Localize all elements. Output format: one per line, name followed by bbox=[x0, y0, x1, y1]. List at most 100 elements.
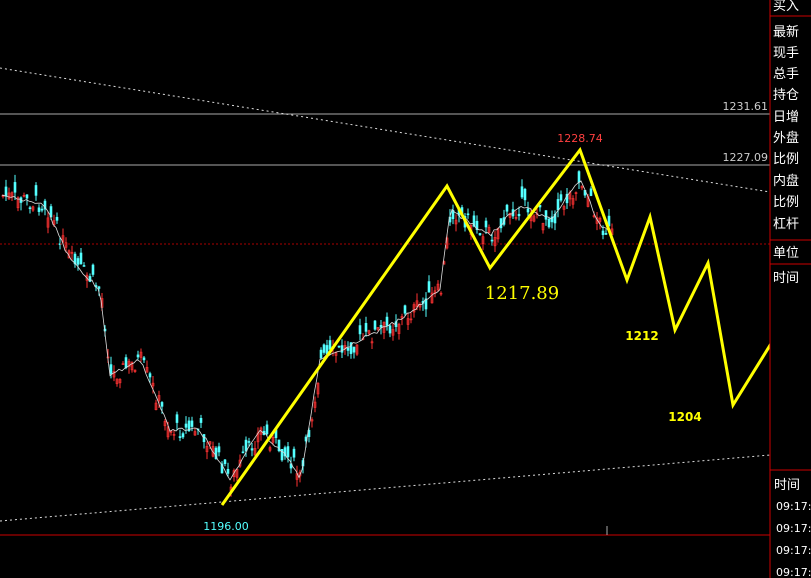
candle-body bbox=[484, 220, 488, 228]
candle-body bbox=[232, 470, 236, 478]
candle-body bbox=[88, 276, 92, 282]
candle-body bbox=[238, 459, 242, 467]
candle-body bbox=[187, 420, 191, 432]
side-label: 时间 bbox=[773, 271, 799, 286]
side-label: 比例 bbox=[773, 152, 799, 167]
candle-body bbox=[319, 349, 323, 359]
candle-body bbox=[352, 346, 356, 353]
candle-body bbox=[43, 200, 47, 210]
candle-body bbox=[286, 446, 290, 458]
candle-body bbox=[82, 265, 86, 267]
candle-body bbox=[355, 344, 359, 355]
candle-body bbox=[259, 427, 263, 435]
side-label: 现手 bbox=[773, 46, 799, 61]
candle-body bbox=[34, 185, 38, 196]
candle-body bbox=[571, 198, 575, 205]
time-label: 09:17: bbox=[776, 522, 811, 535]
candle-body bbox=[157, 395, 161, 401]
high-label: 1228.74 bbox=[557, 132, 603, 145]
candle-body bbox=[589, 188, 593, 196]
candle-body bbox=[547, 218, 551, 228]
candle-body bbox=[133, 369, 137, 372]
time-label: 09:17: bbox=[776, 500, 811, 513]
candle-body bbox=[508, 212, 512, 218]
candle-body bbox=[139, 351, 143, 358]
candle-body bbox=[247, 441, 251, 443]
candle-body bbox=[61, 235, 65, 243]
candle-body bbox=[367, 330, 371, 334]
candle-body bbox=[517, 213, 521, 217]
candle-body bbox=[142, 357, 146, 361]
candle-body bbox=[424, 298, 428, 310]
candle-body bbox=[10, 192, 14, 197]
candle-body bbox=[292, 448, 296, 458]
side-label: 内盘 bbox=[773, 173, 799, 189]
candle-body bbox=[52, 220, 56, 226]
side-label: 持仓 bbox=[773, 88, 799, 103]
candle-body bbox=[79, 252, 83, 265]
side-label: 比例 bbox=[773, 195, 799, 210]
candle-body bbox=[181, 433, 185, 438]
candle-body bbox=[223, 459, 227, 464]
candle-body bbox=[436, 283, 440, 291]
candle-body bbox=[112, 371, 116, 378]
candle-body bbox=[490, 239, 494, 242]
candle-body bbox=[505, 204, 509, 212]
candle-body bbox=[520, 186, 524, 198]
candle-body bbox=[22, 194, 26, 197]
side-label: 单位 bbox=[773, 246, 799, 261]
candle-body bbox=[373, 320, 377, 330]
candle-body bbox=[379, 325, 383, 328]
candle-body bbox=[118, 379, 122, 384]
candle-body bbox=[28, 207, 32, 210]
candle-body bbox=[148, 373, 152, 378]
candle-body bbox=[190, 420, 194, 427]
candle-body bbox=[25, 194, 29, 199]
candle-body bbox=[397, 323, 401, 334]
candle-body bbox=[544, 210, 548, 220]
candle-body bbox=[109, 364, 113, 375]
time-header: 时间 bbox=[774, 478, 800, 493]
time-label: 09:17: bbox=[776, 544, 811, 557]
candle-body bbox=[340, 345, 344, 353]
candle-body bbox=[430, 292, 434, 304]
candle-body bbox=[124, 357, 128, 369]
projection-zigzag bbox=[220, 146, 797, 506]
candle-body bbox=[439, 292, 443, 295]
candle-body bbox=[349, 342, 353, 354]
candle-body bbox=[127, 360, 131, 367]
candle-body bbox=[391, 329, 395, 336]
candle-body bbox=[481, 236, 485, 245]
candle-body bbox=[268, 447, 272, 451]
candle-body bbox=[235, 468, 239, 478]
candle-body bbox=[550, 216, 554, 223]
candle-body bbox=[250, 448, 254, 451]
target-label: 1204 bbox=[668, 410, 701, 424]
candle-body bbox=[514, 217, 518, 219]
candle-body bbox=[298, 471, 302, 477]
candle-body bbox=[409, 318, 413, 321]
candle-body bbox=[220, 463, 224, 474]
candle-body bbox=[376, 327, 380, 330]
candle-body bbox=[97, 286, 101, 289]
candle-body bbox=[574, 192, 578, 194]
target-label: 1212 bbox=[625, 329, 658, 343]
side-label: 买入 bbox=[773, 0, 799, 14]
side-label: 外盘 bbox=[773, 130, 799, 146]
candle-body bbox=[184, 423, 188, 428]
candles bbox=[1, 170, 614, 497]
candle-body bbox=[40, 208, 44, 211]
candle-body bbox=[403, 305, 407, 314]
candle-body bbox=[160, 402, 164, 407]
candle-body bbox=[472, 215, 476, 227]
candle-body bbox=[316, 382, 320, 395]
candle-body bbox=[475, 220, 479, 230]
candle-body bbox=[46, 217, 50, 228]
candle-body bbox=[466, 213, 470, 216]
trend-line bbox=[0, 454, 771, 522]
candle-body bbox=[13, 182, 17, 193]
side-panel bbox=[770, 0, 811, 578]
candle-body bbox=[526, 208, 530, 213]
